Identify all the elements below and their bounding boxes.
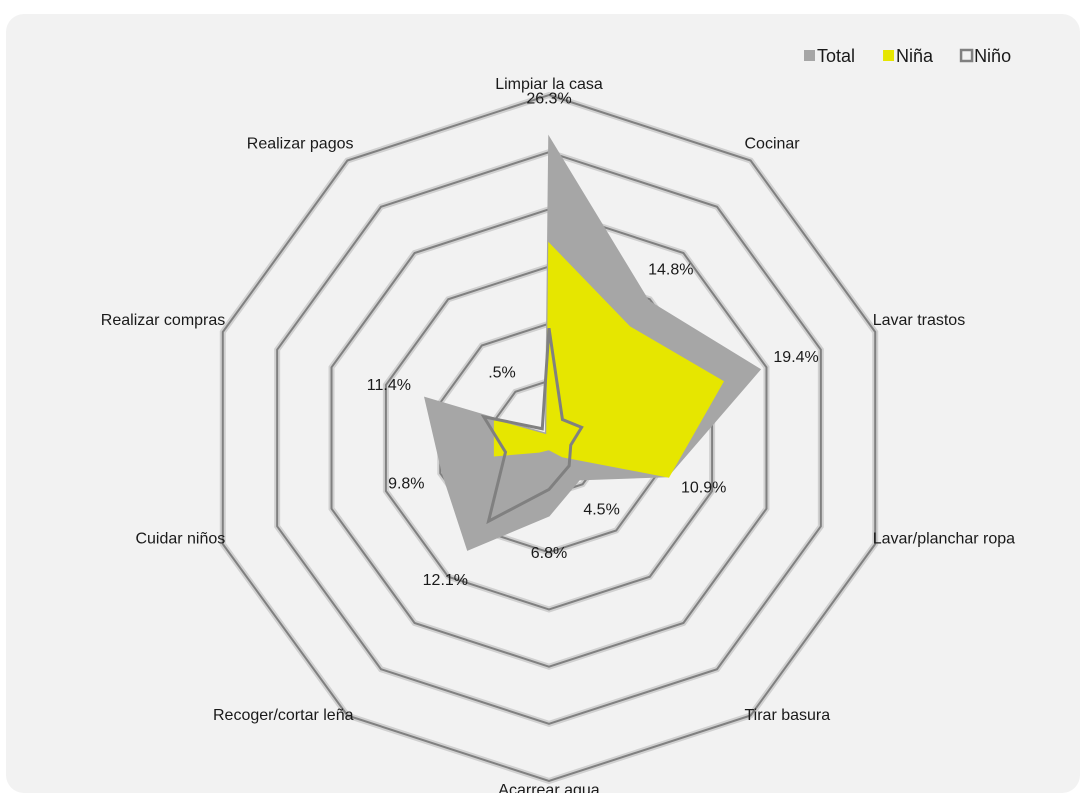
series-area (493, 241, 724, 478)
grid-ring (330, 208, 768, 668)
value-label: 10.9% (681, 479, 726, 496)
series-area (480, 328, 584, 525)
category-label: Realizar pagos (247, 136, 354, 153)
category-label: Recoger/cortar leña (213, 707, 354, 724)
legend-label: Niña (896, 46, 934, 66)
legend-label: Total (817, 46, 855, 66)
legend-label: Niño (974, 46, 1011, 66)
category-label: Realizar compras (101, 312, 225, 329)
value-label: .5% (488, 364, 516, 381)
category-label: Limpiar la casa (495, 76, 603, 93)
value-label: 4.5% (583, 502, 619, 519)
category-label: Acarrear agua (498, 782, 599, 793)
value-label: 14.8% (648, 262, 693, 279)
value-label: 11.4% (367, 377, 411, 394)
legend-swatch (959, 48, 974, 63)
category-label: Lavar trastos (873, 312, 965, 329)
value-label: 26.3% (526, 91, 571, 108)
value-label: 12.1% (423, 572, 468, 589)
value-label: 6.8% (531, 545, 567, 562)
legend-swatch (804, 50, 815, 61)
legend-swatch (883, 50, 895, 61)
category-label: Cuidar niños (135, 530, 225, 547)
legend: Total Niña Niño (804, 46, 1011, 66)
value-label: 9.8% (388, 476, 424, 493)
category-label: Tirar basura (744, 707, 830, 724)
value-label: 19.4% (773, 349, 818, 366)
grid-ring (276, 151, 822, 725)
category-label: Cocinar (744, 136, 800, 153)
grid-ring (221, 93, 877, 783)
category-label: Lavar/planchar ropa (873, 530, 1015, 547)
